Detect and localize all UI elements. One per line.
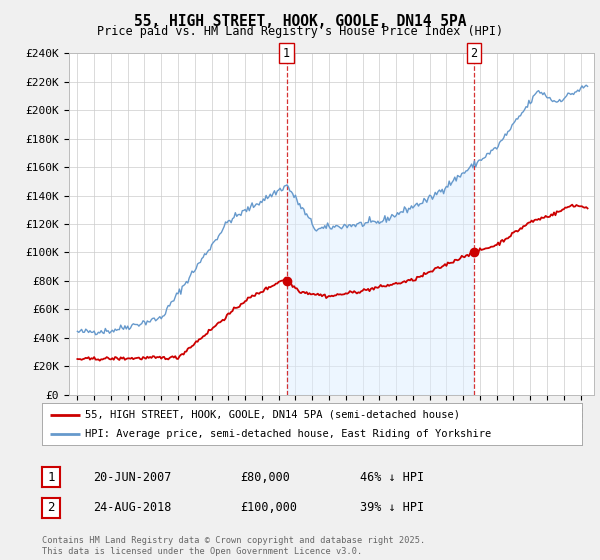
Text: 2: 2 bbox=[47, 501, 55, 515]
Text: 2: 2 bbox=[470, 46, 478, 60]
Text: 24-AUG-2018: 24-AUG-2018 bbox=[93, 501, 172, 515]
Text: 55, HIGH STREET, HOOK, GOOLE, DN14 5PA (semi-detached house): 55, HIGH STREET, HOOK, GOOLE, DN14 5PA (… bbox=[85, 409, 460, 419]
Text: 46% ↓ HPI: 46% ↓ HPI bbox=[360, 470, 424, 484]
Text: 39% ↓ HPI: 39% ↓ HPI bbox=[360, 501, 424, 515]
Text: 1: 1 bbox=[283, 46, 290, 60]
Text: 20-JUN-2007: 20-JUN-2007 bbox=[93, 470, 172, 484]
Text: HPI: Average price, semi-detached house, East Riding of Yorkshire: HPI: Average price, semi-detached house,… bbox=[85, 429, 491, 439]
Text: 55, HIGH STREET, HOOK, GOOLE, DN14 5PA: 55, HIGH STREET, HOOK, GOOLE, DN14 5PA bbox=[134, 14, 466, 29]
Text: £100,000: £100,000 bbox=[240, 501, 297, 515]
Text: Price paid vs. HM Land Registry's House Price Index (HPI): Price paid vs. HM Land Registry's House … bbox=[97, 25, 503, 38]
Text: £80,000: £80,000 bbox=[240, 470, 290, 484]
Text: Contains HM Land Registry data © Crown copyright and database right 2025.
This d: Contains HM Land Registry data © Crown c… bbox=[42, 536, 425, 556]
Text: 1: 1 bbox=[47, 470, 55, 484]
